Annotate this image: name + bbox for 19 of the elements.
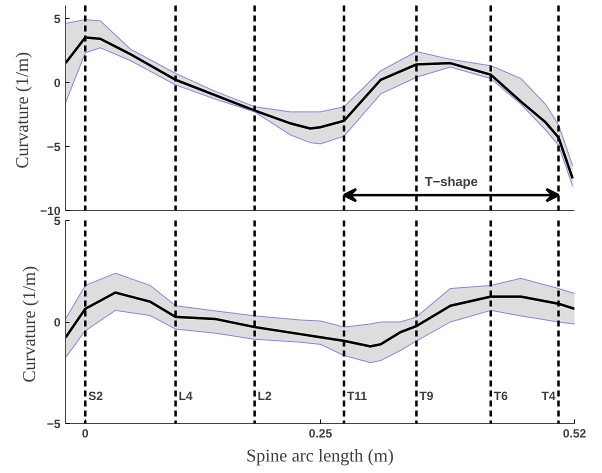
y-tick-label: 0 <box>54 76 61 90</box>
ref-line-label: T9 <box>419 389 434 404</box>
x-axis-title: Spine arc length (m) <box>246 446 394 466</box>
x-tick-label: 0 <box>82 426 89 440</box>
ref-line-label: S2 <box>88 389 104 404</box>
x-tick-label: 0.52 <box>562 426 587 440</box>
ref-line-label: L4 <box>178 389 193 404</box>
y-axis-title: Curvature (1/m) <box>18 266 39 382</box>
ref-line-label: T11 <box>346 389 368 404</box>
y-tick-label: 5 <box>54 12 61 26</box>
ref-line-label: L2 <box>258 389 272 404</box>
y-tick-label: −5 <box>46 140 61 154</box>
x-tick-label: 0.25 <box>308 426 332 440</box>
y-tick-label: 0 <box>54 316 61 330</box>
ref-line-label: T4 <box>542 389 556 404</box>
y-tick-label: −5 <box>46 417 61 431</box>
y-axis-title: Curvature (1/m) <box>12 52 32 168</box>
annotation: T−shape <box>424 174 478 190</box>
ref-line-label: T6 <box>494 389 508 404</box>
